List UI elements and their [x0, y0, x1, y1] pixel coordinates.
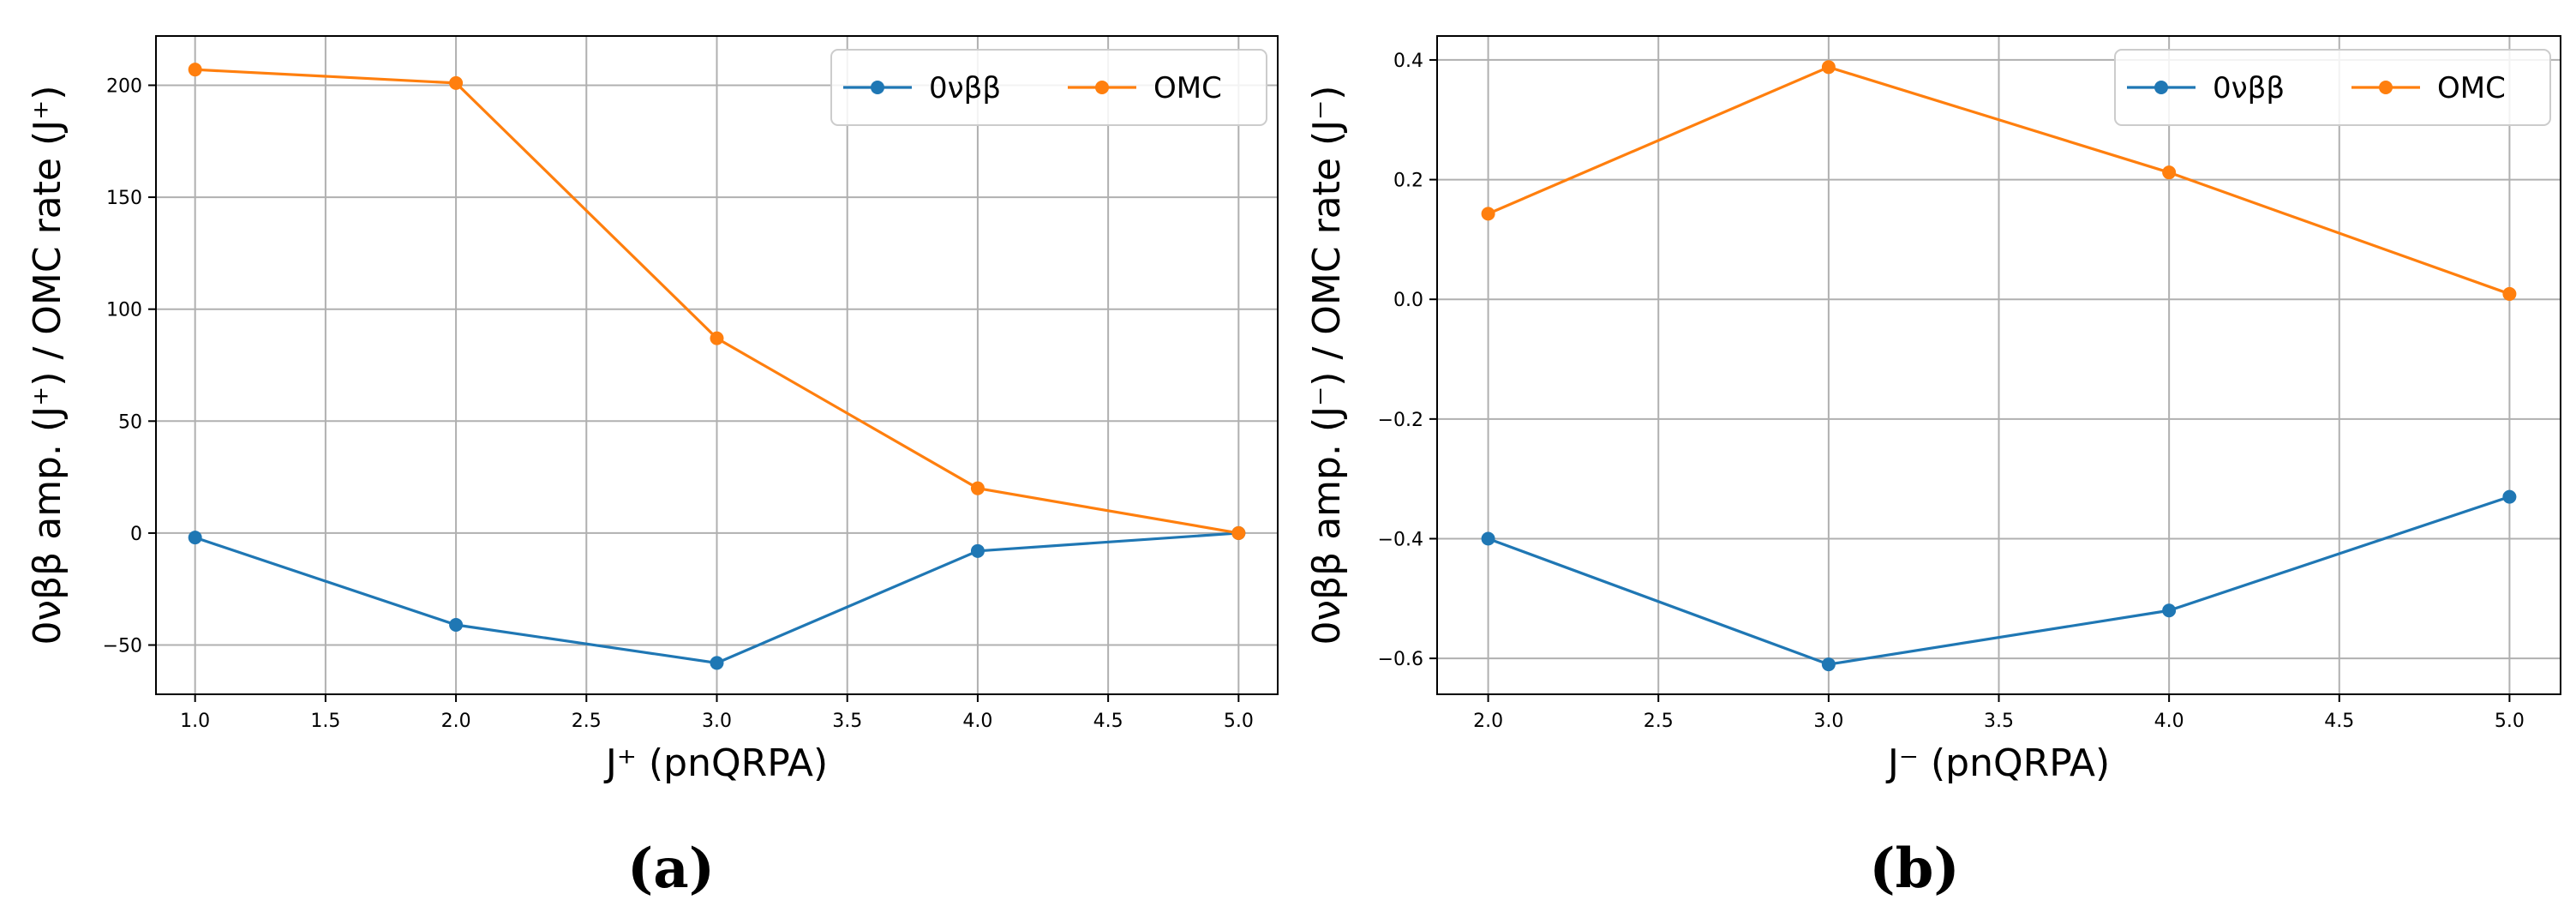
legend-box: [2114, 49, 2551, 126]
grid-a: [156, 36, 1278, 694]
x-tick-label: 3.5: [832, 711, 862, 732]
x-ticks-b: 2.0 2.5 3.0 3.5 4.0 4.5 5.0: [1473, 694, 2525, 732]
y-tick-label: −0.2: [1378, 410, 1423, 431]
y-ticks-a: −50 0 50 100 150 200: [103, 75, 156, 657]
y-tick-label: 200: [106, 75, 142, 97]
series-line-zero-nu-beta-beta: [1488, 495, 2510, 666]
x-tick-label: 1.5: [310, 711, 340, 732]
data-point-zero-nu-beta-beta: [710, 656, 724, 670]
data-point-omc: [2162, 165, 2177, 180]
y-tick-label: 0.2: [1393, 171, 1423, 192]
y-tick-label: −50: [103, 636, 142, 657]
x-tick-label: 4.5: [1093, 711, 1123, 732]
legend-label-omc: OMC: [1153, 71, 1222, 105]
y-tick-label: 50: [118, 411, 142, 433]
x-tick-label: 2.0: [1473, 711, 1503, 732]
x-tick-label: 4.0: [962, 711, 992, 732]
data-point-omc: [710, 331, 724, 345]
data-point-zero-nu-beta-beta: [970, 543, 985, 558]
data-point-zero-nu-beta-beta: [188, 531, 202, 545]
y-axis-label-b: 0νββ amp. (J⁻) / OMC rate (J⁻): [1305, 86, 1349, 645]
y-ticks-b: −0.6 −0.4 −0.2 0.0 0.2 0.4: [1378, 51, 1437, 670]
x-tick-label: 5.0: [2495, 711, 2525, 732]
legend-box: [830, 49, 1267, 126]
y-tick-label: 150: [106, 188, 142, 209]
y-tick-label: 0.4: [1393, 51, 1423, 72]
data-point-zero-nu-beta-beta: [2502, 489, 2517, 504]
x-tick-label: 2.0: [441, 711, 471, 732]
panel-caption-b: (b): [1869, 837, 1959, 901]
x-tick-label: 3.0: [1813, 711, 1843, 732]
data-point-omc: [970, 481, 985, 495]
y-tick-label: 0.0: [1393, 290, 1423, 311]
data-point-omc: [1231, 525, 1246, 540]
legend-b: 0νββ OMC: [2114, 49, 2551, 126]
legend-marker-omc: [1095, 81, 1109, 94]
legend-a: 0νββ OMC: [830, 49, 1267, 126]
x-tick-label: 3.0: [702, 711, 732, 732]
data-point-omc: [1821, 60, 1836, 75]
x-tick-label: 4.0: [2154, 711, 2184, 732]
y-tick-label: 0: [130, 524, 142, 545]
y-tick-label: 100: [106, 300, 142, 321]
legend-label-zero-nu-beta-beta: 0νββ: [2213, 71, 2285, 105]
series-line-omc: [1487, 65, 2510, 296]
data-point-zero-nu-beta-beta: [449, 618, 464, 633]
x-tick-label: 4.5: [2324, 711, 2354, 732]
chart-panel-a: 1.0 1.5 2.0 2.5 3.0 3.5 4.0 4.5 5.0 −50 0 50 100 150…: [26, 35, 1279, 901]
data-point-omc: [449, 75, 464, 90]
data-points-a: [188, 63, 1246, 670]
x-tick-label: 3.5: [1984, 711, 2014, 732]
x-tick-label: 1.0: [180, 711, 210, 732]
chart-panel-b: 2.0 2.5 3.0 3.5 4.0 4.5 5.0 −0.6 −0.4 −0.2 0.0 0.2…: [1305, 35, 2561, 901]
x-tick-label: 2.5: [572, 711, 602, 732]
legend-marker-zero-nu-beta-beta: [871, 81, 884, 94]
legend-marker-zero-nu-beta-beta: [2154, 81, 2168, 94]
x-axis-label-b: J⁻ (pnQRPA): [1885, 741, 2110, 785]
y-tick-label: −0.4: [1378, 529, 1423, 550]
data-point-omc: [2502, 286, 2517, 301]
x-ticks-a: 1.0 1.5 2.0 2.5 3.0 3.5 4.0 4.5 5.0: [180, 694, 1254, 732]
data-point-omc: [188, 63, 202, 77]
legend-label-zero-nu-beta-beta: 0νββ: [929, 71, 1001, 105]
series-lines-b: [1487, 65, 2510, 666]
data-point-omc: [1481, 207, 1495, 221]
data-points-b: [1481, 60, 2517, 672]
data-point-zero-nu-beta-beta: [1821, 657, 1836, 672]
data-point-zero-nu-beta-beta: [2162, 603, 2177, 618]
y-tick-label: −0.6: [1378, 649, 1423, 670]
x-tick-label: 5.0: [1224, 711, 1254, 732]
panel-caption-a: (a): [627, 837, 715, 901]
legend-label-omc: OMC: [2437, 71, 2506, 105]
x-tick-label: 2.5: [1644, 711, 1674, 732]
data-point-zero-nu-beta-beta: [1481, 531, 1495, 546]
y-axis-label-a: 0νββ amp. (J⁺) / OMC rate (J⁺): [26, 86, 69, 645]
grid-b: [1437, 36, 2561, 694]
x-axis-label-a: J⁺ (pnQRPA): [603, 741, 828, 785]
legend-marker-omc: [2379, 81, 2393, 94]
